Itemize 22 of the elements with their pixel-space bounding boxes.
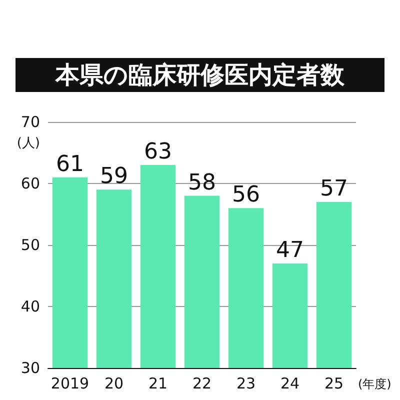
x-tick-label: 2019 — [50, 374, 90, 392]
data-label: 63 — [144, 140, 172, 165]
x-tick-label: 24 — [280, 374, 300, 392]
y-tick-label: 30 — [20, 359, 40, 377]
data-label: 58 — [188, 170, 216, 196]
y-axis-title: (人) — [16, 136, 40, 151]
x-tick-label: 21 — [148, 374, 168, 392]
y-tick-label: 70 — [20, 113, 40, 131]
data-label: 61 — [56, 152, 84, 177]
data-label: 59 — [100, 164, 128, 190]
y-tick-label: 40 — [20, 298, 40, 316]
x-tick-label: 22 — [192, 374, 212, 392]
data-label: 47 — [276, 238, 304, 263]
y-tick-label: 50 — [20, 236, 40, 254]
y-tick-label: 60 — [20, 174, 40, 192]
chart-title: 本県の臨床研修医内定者数 — [54, 61, 346, 89]
data-label: 56 — [232, 182, 260, 208]
x-axis-title: (年度) — [358, 377, 392, 391]
x-tick-label: 20 — [104, 374, 124, 392]
x-tick-label: 23 — [236, 374, 256, 392]
data-label: 57 — [320, 176, 348, 202]
x-tick-label: 25 — [324, 374, 344, 392]
